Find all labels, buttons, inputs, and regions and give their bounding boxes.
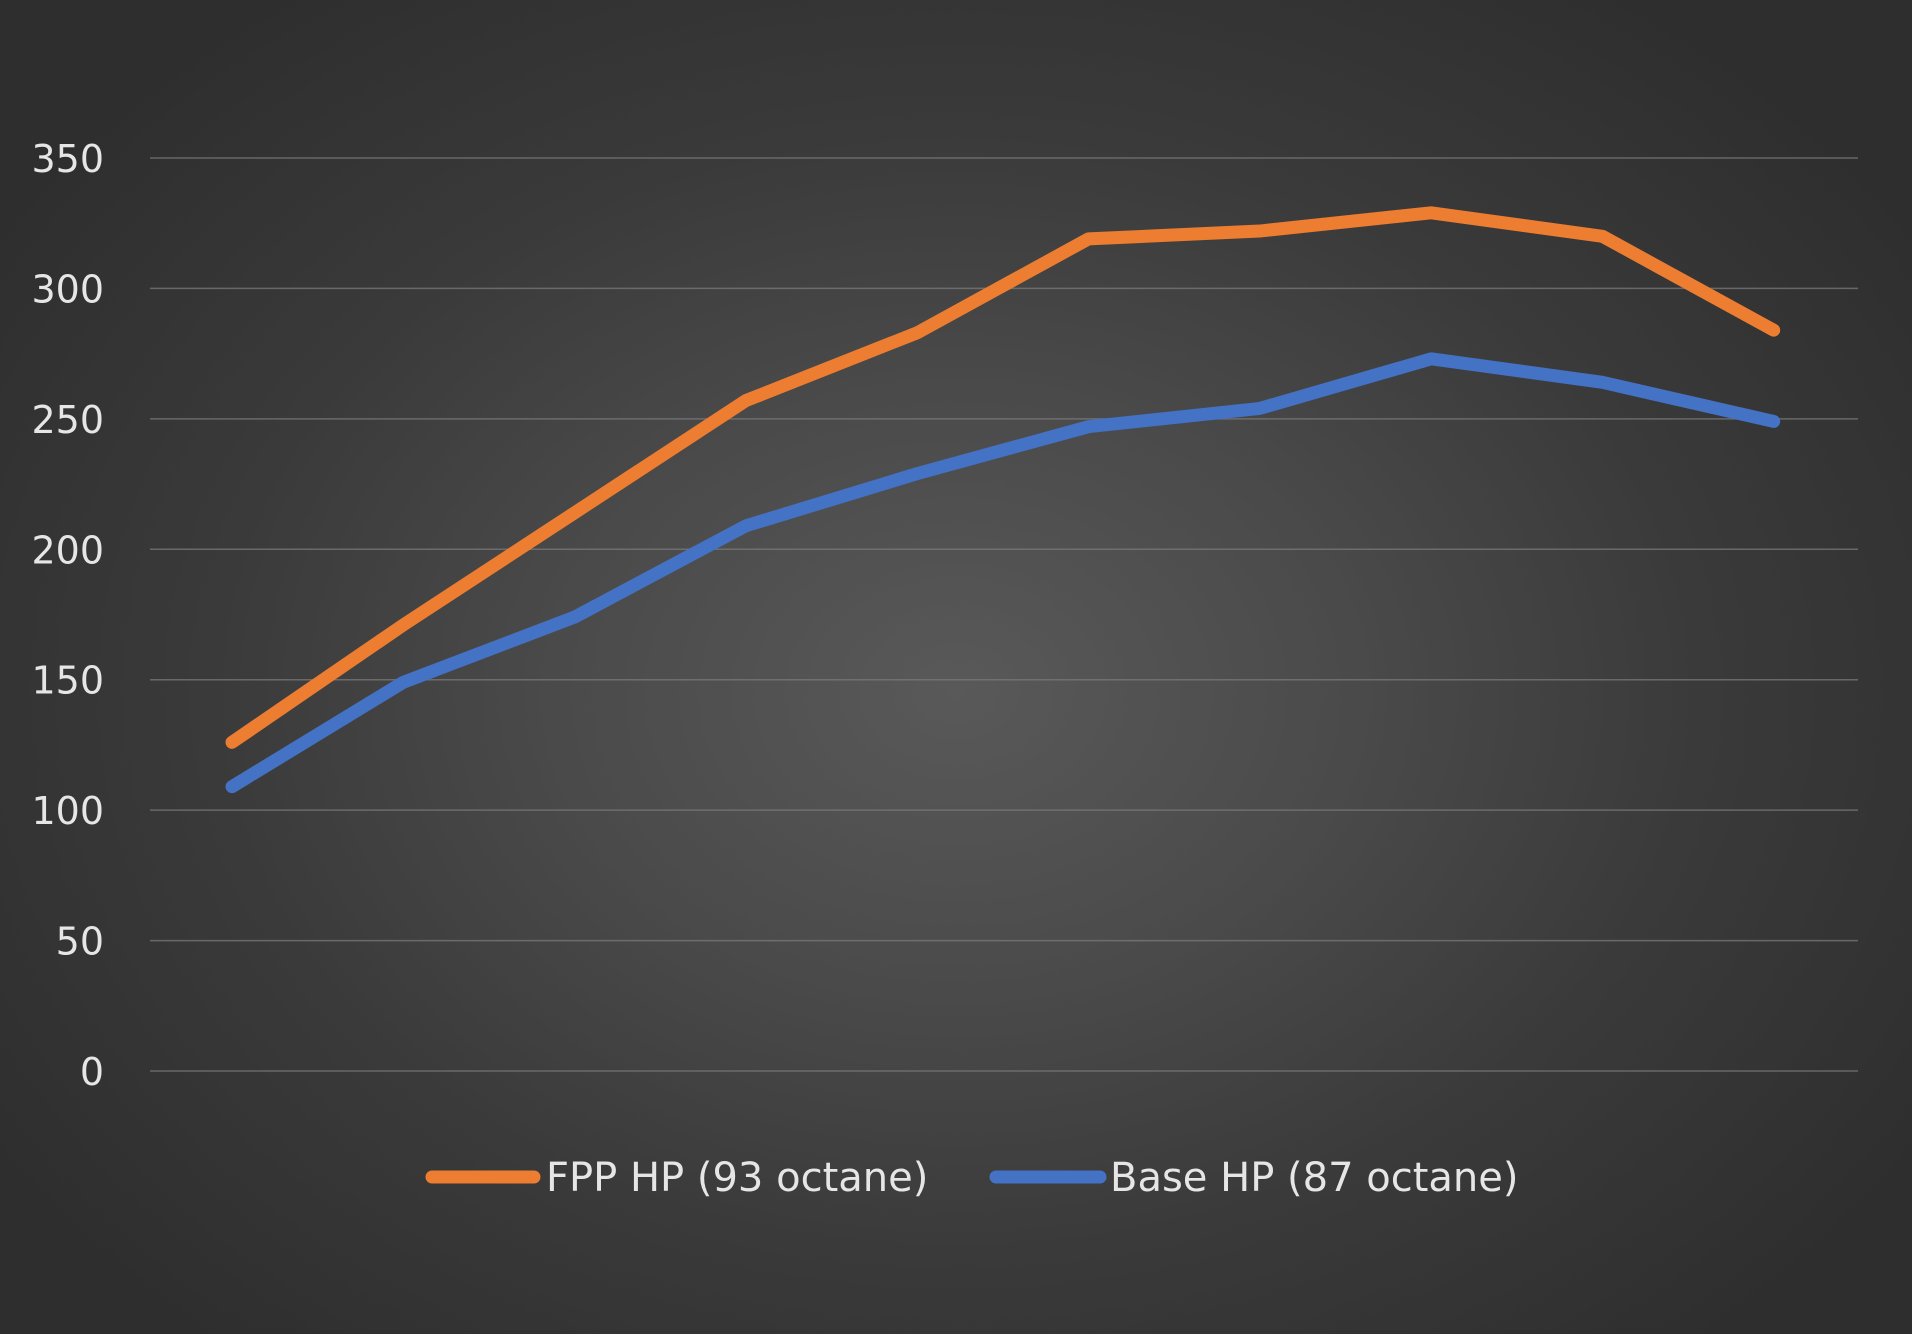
- series-line-base-hp: [232, 359, 1774, 787]
- gridlines: [150, 158, 1858, 1071]
- legend-label: FPP HP (93 octane): [546, 1155, 928, 1201]
- legend: FPP HP (93 octane) Base HP (87 octane): [432, 1155, 1518, 1201]
- y-axis-ticks: 0 50 100 150 200 250 300 350: [31, 137, 104, 1094]
- y-tick-label: 0: [80, 1050, 104, 1094]
- legend-label: Base HP (87 octane): [1110, 1155, 1518, 1201]
- y-tick-label: 50: [56, 920, 104, 964]
- series-lines: [232, 213, 1774, 787]
- y-tick-label: 250: [31, 398, 104, 442]
- y-tick-label: 200: [31, 528, 104, 572]
- y-tick-label: 150: [31, 659, 104, 703]
- y-tick-label: 350: [31, 137, 104, 181]
- y-tick-label: 100: [31, 789, 104, 833]
- y-tick-label: 300: [31, 267, 104, 311]
